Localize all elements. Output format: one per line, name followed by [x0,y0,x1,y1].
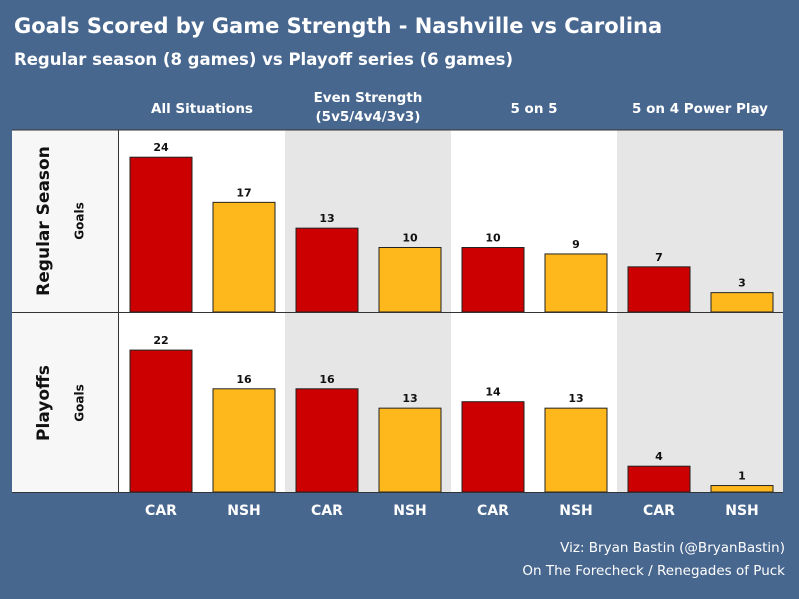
data-label: 17 [236,186,251,199]
bar-car [295,227,359,313]
bar-nsh [544,407,608,493]
bar-nsh [710,485,774,493]
column-header: All Situations [151,101,253,117]
data-label: 9 [572,238,580,251]
bar-nsh [378,247,442,313]
credit-publication: On The Forecheck / Renegades of Puck [522,563,785,579]
column-header: Even Strength [314,90,423,106]
x-tick-label: CAR [477,503,509,519]
bar-nsh [212,388,276,493]
data-label: 10 [402,232,418,245]
bar-nsh [378,407,442,493]
x-tick-label: NSH [725,503,759,519]
data-label: 16 [319,373,335,386]
data-label: 14 [485,386,501,399]
x-tick-label: CAR [311,503,343,519]
chart-subtitle: Regular season (8 games) vs Playoff seri… [14,50,514,69]
bar-car [461,401,525,493]
credit-author: Viz: Bryan Bastin (@BryanBastin) [560,540,785,556]
data-label: 13 [402,392,417,405]
column-header: (5v5/4v4/3v3) [316,109,421,125]
data-label: 22 [153,334,168,347]
bar-car [129,156,193,313]
column-header: 5 on 4 Power Play [632,101,768,117]
data-label: 4 [655,450,663,463]
row-header: Regular Season [34,146,54,296]
data-label: 24 [153,141,169,154]
x-tick-label: CAR [643,503,675,519]
data-label: 13 [319,212,334,225]
x-tick-label: NSH [227,503,261,519]
x-tick-label: NSH [393,503,427,519]
bar-car [627,465,691,493]
chart-title: Goals Scored by Game Strength - Nashvill… [14,14,663,38]
column-header: 5 on 5 [510,101,557,117]
data-label: 16 [236,373,252,386]
data-label: 3 [738,277,746,290]
bar-car [461,247,525,313]
y-axis-label: Goals [73,202,87,239]
data-label: 10 [485,232,501,245]
bar-car [295,388,359,493]
x-tick-label: CAR [145,503,177,519]
bar-car [129,349,193,493]
bar-nsh [212,201,276,313]
row-header: Playoffs [34,365,54,441]
bar-car [627,266,691,313]
bar-nsh [544,253,608,313]
data-label: 13 [568,392,583,405]
y-axis-label: Goals [73,384,87,421]
data-label: 1 [738,470,746,483]
row-label-panel [12,130,118,493]
x-tick-label: NSH [559,503,593,519]
data-label: 7 [655,251,663,264]
bar-nsh [710,292,774,313]
